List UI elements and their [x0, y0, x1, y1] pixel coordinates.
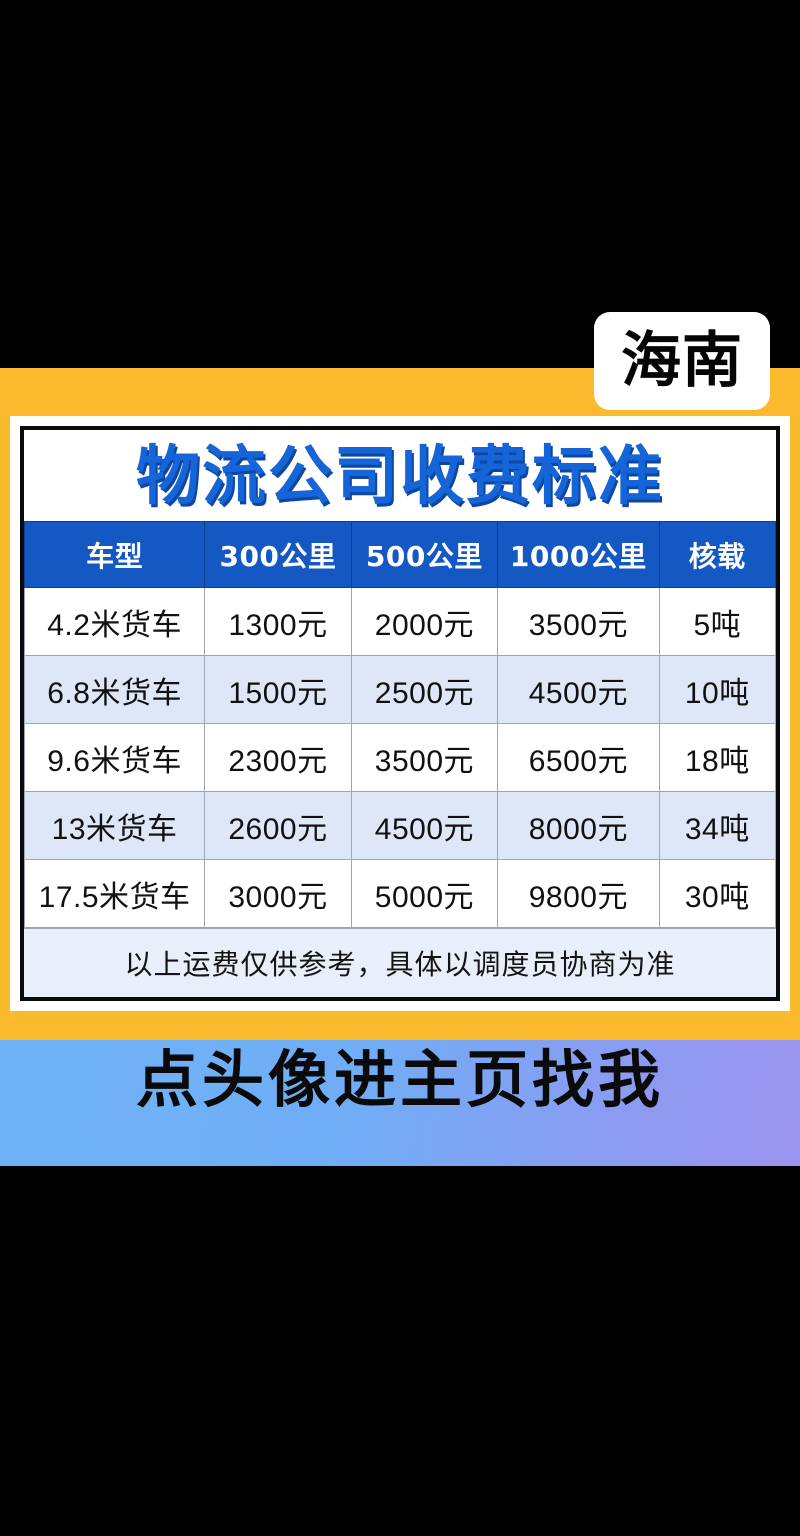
cell-300km: 2300元	[204, 723, 352, 793]
column-header-300km: 300公里	[204, 521, 352, 589]
cell-1000km: 9800元	[497, 859, 660, 929]
table-row: 17.5米货车 3000元 5000元 9800元 30吨	[23, 859, 777, 929]
cell-1000km: 3500元	[497, 587, 660, 657]
cell-300km: 1300元	[204, 587, 352, 657]
table-row: 13米货车 2600元 4500元 8000元 34吨	[23, 791, 777, 861]
cell-300km: 2600元	[204, 791, 352, 861]
blue-gradient-band	[0, 1040, 800, 1166]
cell-300km: 3000元	[204, 859, 352, 929]
column-header-500km: 500公里	[350, 521, 499, 589]
table-row: 9.6米货车 2300元 3500元 6500元 18吨	[23, 723, 777, 793]
cell-1000km: 4500元	[497, 655, 660, 725]
cell-model: 6.8米货车	[23, 655, 206, 725]
cell-model: 17.5米货车	[23, 859, 206, 929]
rate-table: 车型 300公里 500公里 1000公里 核载 4.2米货车 1300元 20…	[23, 521, 777, 929]
cell-500km: 2500元	[350, 655, 499, 725]
cell-model: 9.6米货车	[23, 723, 206, 793]
bottom-black-backdrop	[0, 1166, 800, 1536]
region-badge-label: 海南	[621, 326, 743, 396]
cell-500km: 4500元	[350, 791, 499, 861]
cell-1000km: 8000元	[497, 791, 660, 861]
cell-load: 34吨	[658, 791, 777, 861]
cell-300km: 1500元	[204, 655, 352, 725]
cell-500km: 2000元	[350, 587, 499, 657]
region-badge: 海南	[594, 312, 770, 410]
cell-1000km: 6500元	[497, 723, 660, 793]
cell-load: 30吨	[658, 859, 777, 929]
pricing-card: 物流公司收费标准 车型 300公里 500公里 1000公里 核载 4.2米货车…	[10, 416, 790, 1012]
column-header-1000km: 1000公里	[497, 521, 660, 589]
table-disclaimer-note: 以上运费仅供参考，具体以调度员协商为准	[24, 928, 776, 998]
cell-load: 5吨	[658, 587, 777, 657]
cta-banner: 点头像进主页找我	[0, 1043, 800, 1116]
page-title: 物流公司收费标准	[136, 440, 664, 514]
cell-model: 13米货车	[23, 791, 206, 861]
cell-load: 10吨	[658, 655, 777, 725]
cell-500km: 5000元	[350, 859, 499, 929]
cell-model: 4.2米货车	[23, 587, 206, 657]
table-row: 4.2米货车 1300元 2000元 3500元 5吨	[23, 587, 777, 657]
cta-text: 点头像进主页找我	[135, 1043, 664, 1116]
cell-load: 18吨	[658, 723, 777, 793]
column-header-model: 车型	[23, 521, 206, 589]
table-header-row: 车型 300公里 500公里 1000公里 核载	[23, 521, 777, 589]
table-row: 6.8米货车 1500元 2500元 4500元 10吨	[23, 655, 777, 725]
column-header-load: 核载	[658, 521, 777, 589]
pricing-card-inner: 物流公司收费标准 车型 300公里 500公里 1000公里 核载 4.2米货车…	[20, 426, 780, 1002]
top-black-backdrop	[0, 0, 800, 368]
cell-500km: 3500元	[350, 723, 499, 793]
